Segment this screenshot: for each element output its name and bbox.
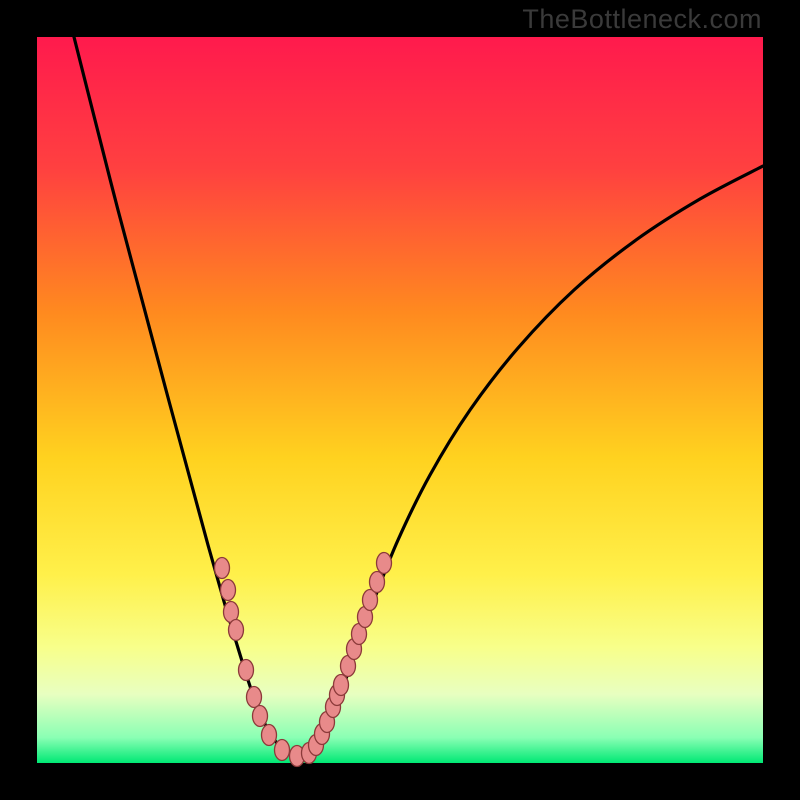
heatmap-gradient bbox=[37, 37, 763, 763]
watermark-text: TheBottleneck.com bbox=[522, 4, 762, 35]
chart-stage: TheBottleneck.com bbox=[0, 0, 800, 800]
